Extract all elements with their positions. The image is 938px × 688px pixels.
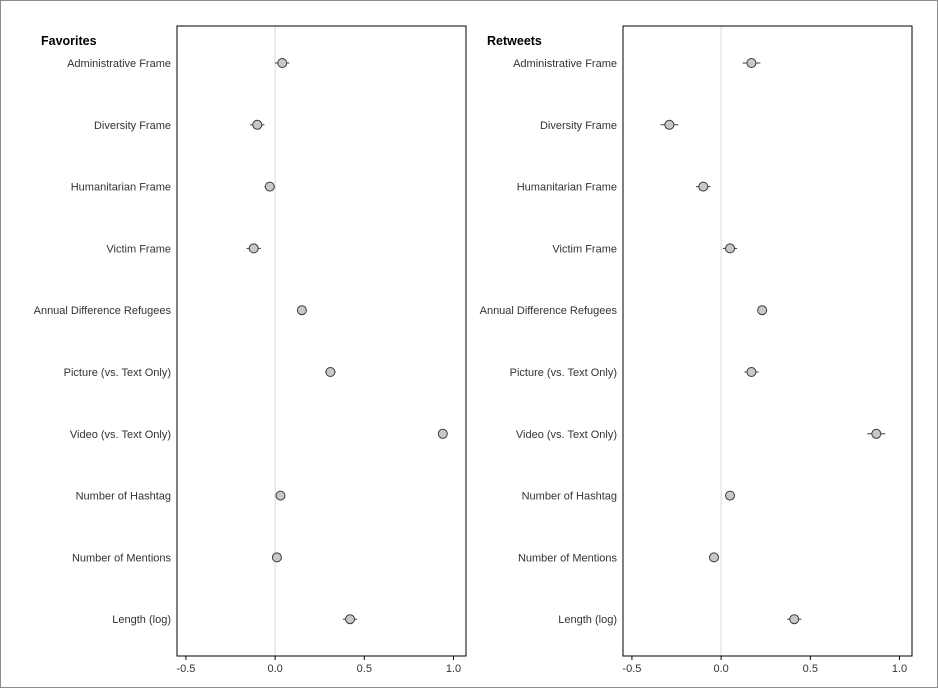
retweets-point-number-of-hashtag: [725, 490, 736, 501]
retweets-point-humanitarian-frame: [698, 181, 709, 192]
favorites-row-label-picture-vs-text-only: Picture (vs. Text Only): [64, 367, 171, 379]
favorites-x-tick-label: 0.0: [267, 663, 282, 675]
favorites-row-label-number-of-mentions: Number of Mentions: [72, 552, 172, 564]
retweets-x-tick-label: 0.0: [713, 663, 728, 675]
favorites-row-label-number-of-hashtag: Number of Hashtag: [76, 491, 171, 503]
retweets-row-label-video-vs-text-only: Video (vs. Text Only): [516, 429, 617, 441]
retweets-row-label-picture-vs-text-only: Picture (vs. Text Only): [510, 367, 617, 379]
retweets-point-diversity-frame: [664, 119, 675, 130]
retweets-row-label-diversity-frame: Diversity Frame: [540, 120, 617, 132]
favorites-point-administrative-frame: [277, 58, 288, 68]
retweets-point-length-log: [789, 614, 800, 625]
favorites-row-label-video-vs-text-only: Video (vs. Text Only): [70, 429, 171, 441]
favorites-point-picture-vs-text-only: [325, 367, 336, 377]
favorites-x-tick-label: -0.5: [176, 663, 195, 675]
retweets-plot-frame: [622, 25, 913, 657]
favorites-point-victim-frame: [248, 243, 259, 254]
favorites-row-label-annual-difference-refugees: Annual Difference Refugees: [34, 305, 172, 317]
favorites-row-label-administrative-frame: Administrative Frame: [67, 58, 171, 70]
retweets-row-label-administrative-frame: Administrative Frame: [513, 58, 617, 70]
favorites-x-tick-label: 0.5: [357, 663, 372, 675]
retweets-panel: Retweets -0.5 0.0 0.5 1.0 Administrative Fram…: [480, 25, 913, 675]
retweets-x-tick-label: 1.0: [892, 663, 907, 675]
retweets-row-label-annual-difference-refugees: Annual Difference Refugees: [480, 305, 618, 317]
favorites-point-diversity-frame: [252, 119, 263, 130]
favorites-point-length-log: [345, 614, 356, 625]
retweets-point-victim-frame: [725, 243, 736, 254]
favorites-point-video-vs-text-only: [437, 428, 448, 439]
retweets-title: Retweets: [487, 34, 542, 48]
favorites-point-humanitarian-frame: [264, 181, 275, 192]
retweets-point-picture-vs-text-only: [746, 367, 757, 377]
favorites-panel: Favorites -0.5 0.0 0.5 1.0 Administrative Fra…: [34, 25, 467, 675]
retweets-row-label-number-of-hashtag: Number of Hashtag: [522, 491, 617, 503]
favorites-plot-frame: [176, 25, 467, 657]
retweets-row-label-humanitarian-frame: Humanitarian Frame: [517, 182, 617, 194]
retweets-row-label-victim-frame: Victim Frame: [552, 243, 617, 255]
favorites-point-number-of-mentions: [271, 552, 282, 563]
retweets-point-number-of-mentions: [708, 552, 719, 563]
favorites-point-number-of-hashtag: [275, 490, 286, 501]
favorites-row-label-victim-frame: Victim Frame: [106, 243, 171, 255]
retweets-point-administrative-frame: [746, 58, 757, 68]
retweets-row-label-length-log: Length (log): [558, 614, 617, 626]
favorites-point-annual-difference-refugees: [296, 305, 307, 316]
retweets-x-tick-label: -0.5: [622, 663, 641, 675]
favorites-row-label-length-log: Length (log): [112, 614, 171, 626]
favorites-x-tick-label: 1.0: [446, 663, 461, 675]
favorites-title: Favorites: [41, 34, 97, 48]
favorites-row-label-diversity-frame: Diversity Frame: [94, 120, 171, 132]
retweets-row-label-number-of-mentions: Number of Mentions: [518, 552, 618, 564]
retweets-point-video-vs-text-only: [871, 428, 882, 439]
favorites-row-label-humanitarian-frame: Humanitarian Frame: [71, 182, 171, 194]
retweets-x-tick-label: 0.5: [803, 663, 818, 675]
retweets-point-annual-difference-refugees: [757, 305, 768, 316]
